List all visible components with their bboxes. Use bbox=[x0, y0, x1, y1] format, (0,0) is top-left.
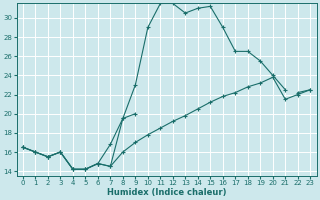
X-axis label: Humidex (Indice chaleur): Humidex (Indice chaleur) bbox=[107, 188, 226, 197]
